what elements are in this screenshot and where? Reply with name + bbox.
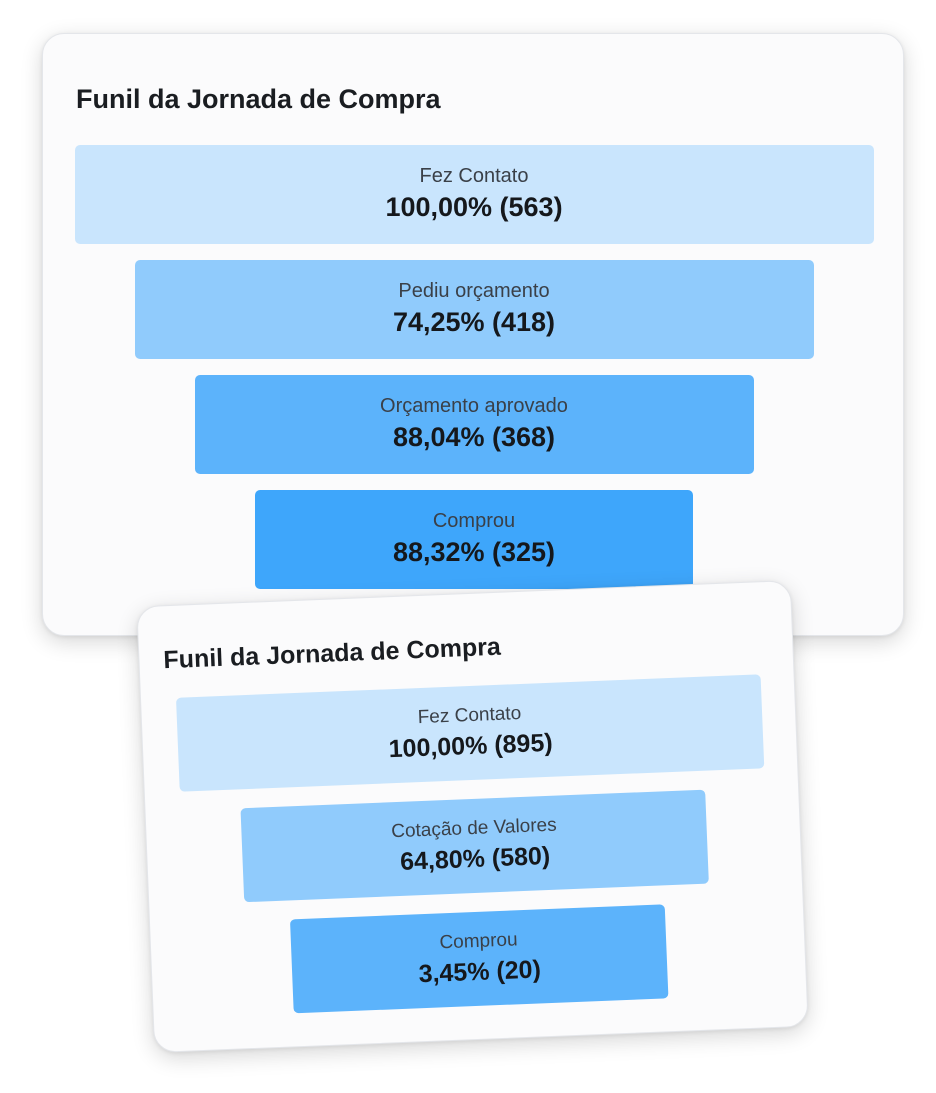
stage-label: Comprou — [432, 510, 516, 533]
stage-value: 3,45% (20) — [418, 954, 542, 988]
funnel-card-purchase-journey: Funil da Jornada de Compra Fez Contato 1… — [42, 33, 904, 636]
stage-label: Cotação de Valores — [390, 814, 558, 842]
stage-label: Fez Contato — [417, 702, 522, 728]
stage-label: Orçamento aprovado — [380, 395, 568, 418]
funnel-stage-fez-contato: Fez Contato 100,00% (563) — [74, 145, 874, 244]
stage-value: 88,04% (368) — [392, 422, 556, 453]
funnel-stage-comprou: Comprou 3,45% (20) — [289, 904, 669, 1014]
card-title: Funil da Jornada de Compra — [162, 632, 502, 675]
stage-label: Comprou — [439, 928, 518, 954]
card-title: Funil da Jornada de Compra — [76, 84, 441, 114]
funnel-stage-comprou: Comprou 88,32% (325) — [255, 490, 693, 589]
funnel-card-purchase-journey-secondary: Funil da Jornada de Compra Fez Contato 1… — [136, 580, 809, 1053]
funnel-stage-orcamento-aprovado: Orçamento aprovado 88,04% (368) — [194, 375, 754, 474]
stage-value: 100,00% (895) — [388, 728, 554, 763]
stage-label: Fez Contato — [419, 165, 529, 188]
stage-value: 88,32% (325) — [392, 537, 556, 568]
stage-value: 64,80% (580) — [399, 841, 551, 876]
stage-value: 100,00% (563) — [385, 192, 563, 223]
funnel-stage-fez-contato: Fez Contato 100,00% (895) — [175, 674, 765, 792]
stage-label: Pediu orçamento — [398, 280, 550, 303]
funnel-stage-cotacao-de-valores: Cotação de Valores 64,80% (580) — [240, 789, 709, 903]
stage-value: 74,25% (418) — [392, 307, 556, 338]
funnel-stage-pediu-orcamento: Pediu orçamento 74,25% (418) — [134, 260, 814, 359]
